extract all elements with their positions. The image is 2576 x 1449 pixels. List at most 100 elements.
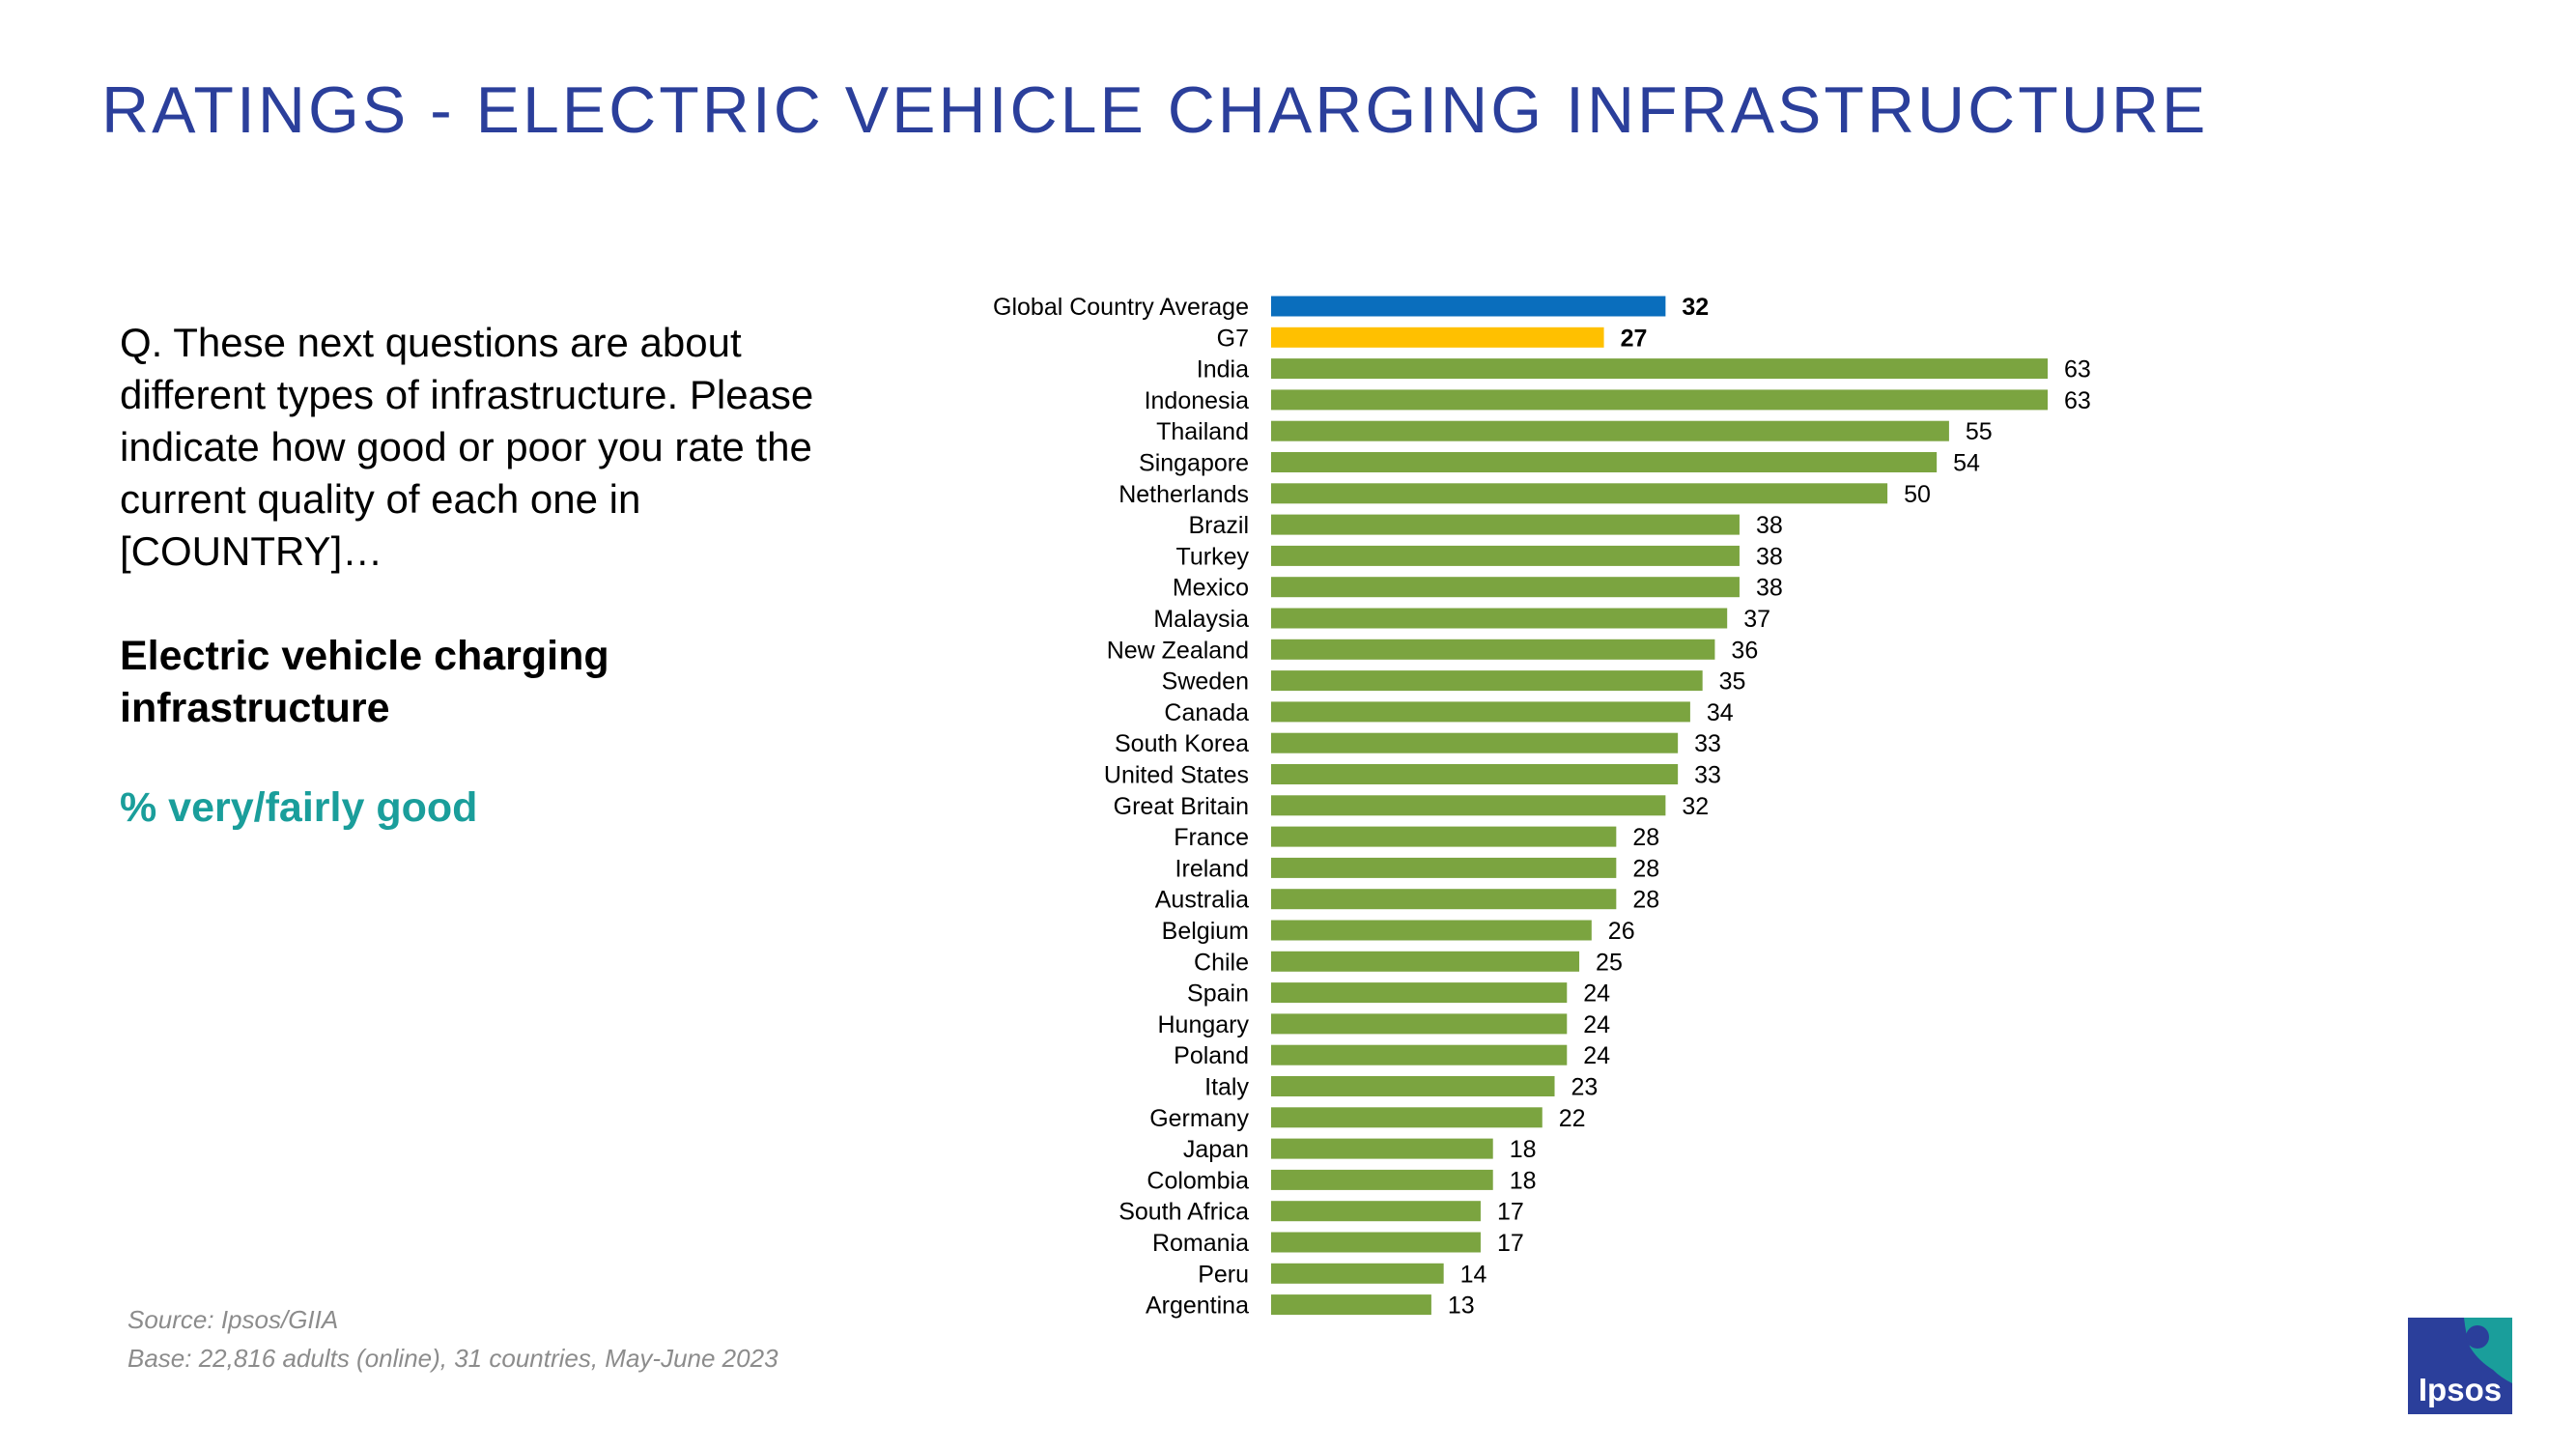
value-label-brazil: 38 <box>1756 512 1783 539</box>
bar-ireland <box>1271 857 1617 878</box>
category-label-indonesia: Indonesia <box>1145 387 1250 414</box>
category-label-thailand: Thailand <box>1156 418 1249 445</box>
value-label-great-britain: 32 <box>1682 793 1709 820</box>
value-label-italy: 23 <box>1571 1074 1599 1101</box>
value-label-south-africa: 17 <box>1497 1199 1524 1226</box>
category-label-romania: Romania <box>1152 1230 1249 1257</box>
value-label-poland: 24 <box>1583 1042 1610 1069</box>
bar-japan <box>1271 1138 1493 1159</box>
category-label-mexico: Mexico <box>1173 575 1249 602</box>
logo-head-shape <box>2466 1325 2489 1349</box>
category-label-global-country-average: Global Country Average <box>993 294 1249 321</box>
value-label-south-korea: 33 <box>1694 730 1721 757</box>
value-label-australia: 28 <box>1632 887 1659 914</box>
bar-romania <box>1271 1232 1481 1253</box>
value-label-chile: 25 <box>1596 949 1623 976</box>
bar-mexico <box>1271 577 1740 598</box>
bar-sweden <box>1271 670 1703 692</box>
value-label-france: 28 <box>1632 824 1659 851</box>
bar-belgium <box>1271 920 1592 941</box>
bar-germany <box>1271 1107 1543 1128</box>
bar-netherlands <box>1271 483 1888 504</box>
value-label-united-states: 33 <box>1694 762 1721 789</box>
category-label-poland: Poland <box>1174 1042 1249 1069</box>
bar-thailand <box>1271 420 1949 441</box>
bar-peru <box>1271 1263 1444 1284</box>
value-label-sweden: 35 <box>1719 668 1746 696</box>
category-label-germany: Germany <box>1149 1105 1249 1132</box>
category-label-singapore: Singapore <box>1139 450 1249 477</box>
category-label-peru: Peru <box>1198 1261 1249 1288</box>
bar-great-britain <box>1271 795 1666 816</box>
value-label-ireland: 28 <box>1632 855 1659 882</box>
value-label-global-country-average: 32 <box>1682 294 1709 321</box>
bar-south-africa <box>1271 1201 1481 1222</box>
bar-hungary <box>1271 1013 1568 1035</box>
value-label-peru: 14 <box>1460 1261 1487 1288</box>
value-label-hungary: 24 <box>1583 1011 1610 1038</box>
category-label-colombia: Colombia <box>1146 1167 1249 1194</box>
category-label-spain: Spain <box>1187 980 1249 1008</box>
category-label-sweden: Sweden <box>1162 668 1249 696</box>
category-label-belgium: Belgium <box>1162 918 1249 945</box>
value-label-malaysia: 37 <box>1743 606 1770 633</box>
value-label-indonesia: 63 <box>2064 387 2091 414</box>
bar-turkey <box>1271 545 1740 566</box>
bar-brazil <box>1271 514 1740 535</box>
category-label-chile: Chile <box>1194 949 1249 976</box>
bar-india <box>1271 358 2048 380</box>
value-label-colombia: 18 <box>1510 1167 1537 1194</box>
category-label-hungary: Hungary <box>1158 1011 1250 1038</box>
value-label-india: 63 <box>2064 356 2091 384</box>
category-label-brazil: Brazil <box>1188 512 1249 539</box>
source-note: Source: Ipsos/GIIA Base: 22,816 adults (… <box>127 1300 778 1378</box>
value-label-new-zealand: 36 <box>1731 637 1758 664</box>
value-label-netherlands: 50 <box>1904 481 1931 508</box>
bar-chile <box>1271 951 1580 972</box>
bar-global-country-average <box>1271 296 1666 317</box>
category-label-australia: Australia <box>1155 887 1249 914</box>
bar-g7 <box>1271 327 1604 348</box>
category-label-new-zealand: New Zealand <box>1107 637 1249 664</box>
category-label-united-states: United States <box>1104 762 1249 789</box>
bar-south-korea <box>1271 732 1679 753</box>
value-label-belgium: 26 <box>1608 918 1635 945</box>
metric-label: % very/fairly good <box>120 784 478 831</box>
category-label-france: France <box>1174 824 1249 851</box>
logo-text: Ipsos <box>2419 1372 2502 1407</box>
value-label-canada: 34 <box>1707 699 1734 726</box>
bar-poland <box>1271 1044 1568 1065</box>
value-label-thailand: 55 <box>1966 418 1993 445</box>
ipsos-logo: Ipsos <box>2408 1318 2512 1414</box>
value-label-japan: 18 <box>1510 1136 1537 1163</box>
value-label-turkey: 38 <box>1756 543 1783 570</box>
bar-italy <box>1271 1076 1555 1096</box>
category-label-italy: Italy <box>1204 1074 1249 1101</box>
category-label-great-britain: Great Britain <box>1114 793 1249 820</box>
value-label-g7: 27 <box>1621 325 1648 352</box>
bar-france <box>1271 826 1617 847</box>
bar-malaysia <box>1271 608 1728 629</box>
value-label-romania: 17 <box>1497 1230 1524 1257</box>
question-text: Q. These next questions are about differ… <box>120 320 814 574</box>
bar-new-zealand <box>1271 639 1715 660</box>
base-line: Base: 22,816 adults (online), 31 countri… <box>127 1344 778 1373</box>
category-label-turkey: Turkey <box>1176 543 1250 570</box>
category-label-canada: Canada <box>1164 699 1249 726</box>
bar-argentina <box>1271 1294 1431 1316</box>
subject-text: Electric vehicle charging infrastructure <box>120 633 609 731</box>
value-label-mexico: 38 <box>1756 575 1783 602</box>
bar-singapore <box>1271 452 1938 472</box>
page-title: RATINGS - ELECTRIC VEHICLE CHARGING INFR… <box>101 73 2209 147</box>
bar-canada <box>1271 701 1690 723</box>
category-label-japan: Japan <box>1183 1136 1249 1163</box>
value-label-singapore: 54 <box>1953 450 1980 477</box>
category-label-g7: G7 <box>1217 325 1249 352</box>
value-label-spain: 24 <box>1583 980 1610 1008</box>
source-line: Source: Ipsos/GIIA <box>127 1305 339 1334</box>
category-label-netherlands: Netherlands <box>1118 481 1249 508</box>
category-label-argentina: Argentina <box>1146 1293 1249 1320</box>
bar-united-states <box>1271 764 1679 784</box>
bar-colombia <box>1271 1169 1493 1190</box>
category-label-south-korea: South Korea <box>1115 730 1249 757</box>
